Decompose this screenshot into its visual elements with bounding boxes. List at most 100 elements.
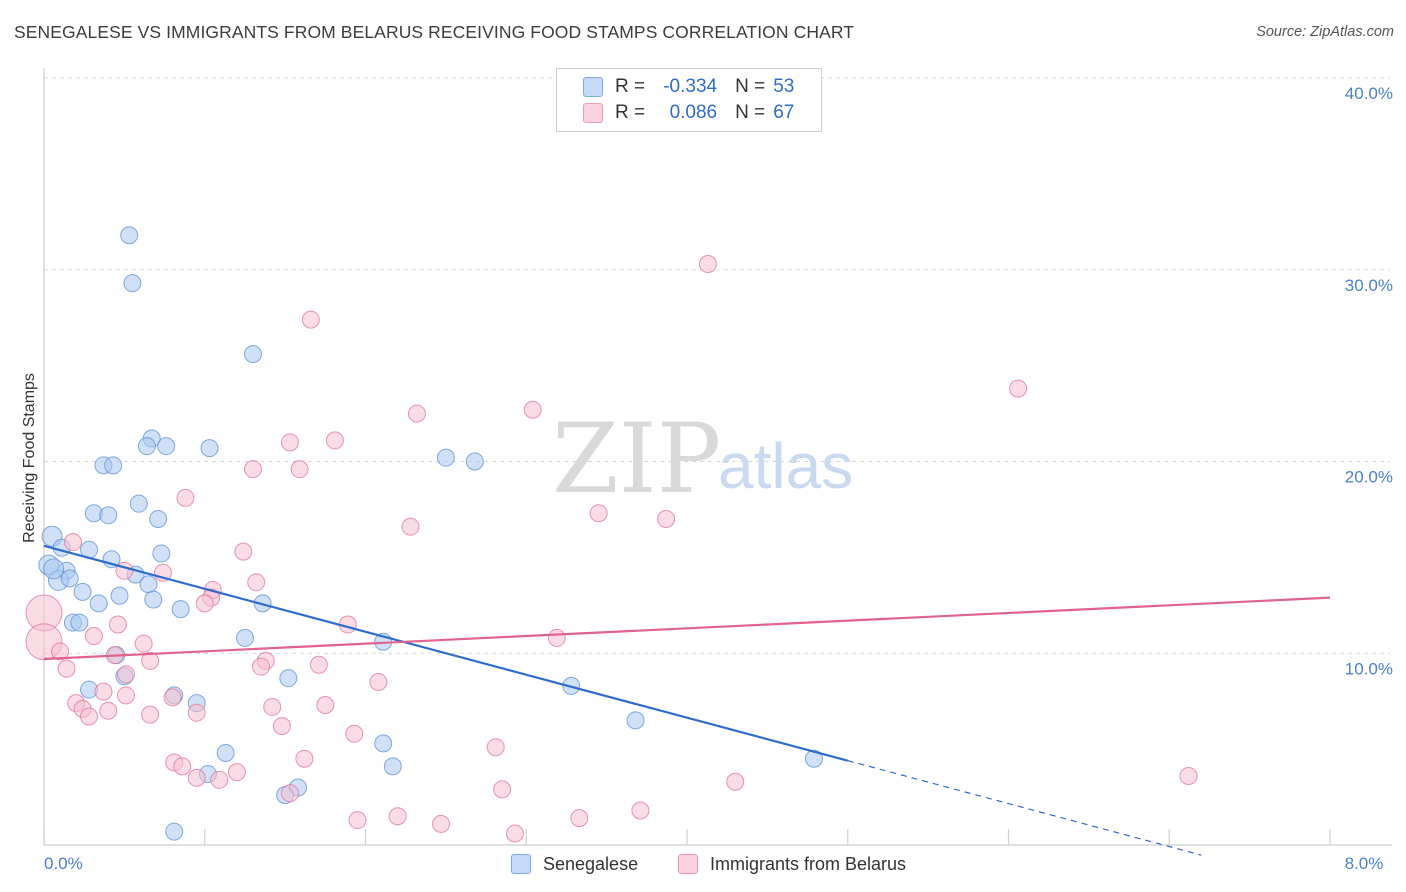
bottom-legend-senegalese: Senegalese: [511, 852, 638, 876]
chart-title: SENEGALESE VS IMMIGRANTS FROM BELARUS RE…: [14, 22, 855, 42]
point-senegalese: [149, 510, 168, 529]
y-axis-label: Receiving Food Stamps: [21, 373, 38, 543]
point-senegalese: [110, 586, 129, 605]
point-belarus: [173, 757, 192, 776]
point-belarus: [505, 824, 524, 843]
point-belarus: [547, 628, 566, 647]
legend-swatch-belarus: [583, 103, 603, 123]
point-belarus: [263, 697, 282, 716]
point-belarus: [325, 431, 344, 450]
point-belarus: [243, 460, 262, 479]
point-belarus: [234, 542, 253, 561]
point-senegalese: [165, 822, 184, 841]
data-points: [25, 226, 1198, 843]
point-belarus: [57, 659, 76, 678]
trend-line-senegalese-extension: [847, 760, 1202, 856]
point-belarus: [51, 642, 70, 661]
bottom-legend-swatch-belarus: [678, 854, 698, 874]
source-note: Source: ZipAtlas.com: [1256, 24, 1394, 40]
grid-lines: [44, 77, 1390, 654]
point-belarus: [252, 657, 271, 676]
point-belarus: [290, 460, 309, 479]
point-senegalese: [626, 711, 645, 730]
point-belarus: [316, 696, 335, 715]
x-tick-label: 0.0%: [44, 854, 83, 873]
y-tick-label: 30.0%: [1345, 276, 1393, 295]
point-belarus: [134, 634, 153, 653]
point-belarus: [348, 811, 367, 830]
correlation-legend: R = -0.334 N = 53 R = 0.086 N = 67: [556, 68, 822, 132]
point-senegalese: [804, 749, 823, 768]
watermark: ZIP atlas: [552, 403, 853, 515]
point-belarus: [345, 724, 364, 743]
legend-n-label: N =: [735, 76, 766, 97]
point-belarus: [227, 763, 246, 782]
point-senegalese: [171, 600, 190, 619]
point-senegalese: [152, 544, 171, 563]
point-senegalese: [43, 558, 65, 580]
point-senegalese: [137, 437, 156, 456]
point-belarus: [187, 703, 206, 722]
point-belarus: [280, 784, 299, 803]
point-belarus: [247, 573, 266, 592]
point-belarus: [301, 310, 320, 329]
point-senegalese: [89, 594, 108, 613]
point-senegalese: [73, 582, 92, 601]
point-belarus: [1179, 766, 1198, 785]
legend-row-belarus: R = 0.086 N = 67: [583, 100, 794, 126]
point-belarus: [631, 801, 650, 820]
point-belarus: [272, 717, 291, 736]
point-senegalese: [104, 456, 123, 475]
point-senegalese: [374, 734, 393, 753]
axis-labels: Receiving Food Stamps 10.0% 20.0% 30.0% 40.…: [21, 84, 1393, 873]
point-belarus: [141, 705, 160, 724]
point-belarus: [80, 707, 99, 726]
point-belarus: [108, 615, 127, 634]
bottom-legend-label-senegalese: Senegalese: [543, 853, 639, 874]
point-belarus: [726, 772, 745, 791]
point-belarus: [210, 770, 229, 789]
point-senegalese: [216, 743, 235, 762]
point-belarus: [116, 665, 135, 684]
x-tick-label: 8.0%: [1345, 854, 1384, 873]
point-senegalese: [436, 448, 455, 467]
watermark-zip: ZIP: [552, 403, 721, 515]
legend-swatch-senegalese: [583, 77, 603, 97]
point-belarus: [1009, 379, 1028, 398]
point-senegalese: [60, 569, 79, 588]
point-senegalese: [123, 274, 142, 293]
point-senegalese: [200, 439, 219, 458]
point-belarus: [493, 780, 512, 799]
y-tick-label: 10.0%: [1345, 659, 1393, 678]
point-senegalese: [99, 506, 118, 525]
point-senegalese: [120, 226, 139, 245]
point-belarus: [589, 504, 608, 523]
legend-r-value: 0.086: [669, 102, 718, 123]
point-senegalese: [279, 669, 298, 688]
point-belarus: [432, 814, 451, 833]
legend-r-label: R =: [615, 76, 646, 97]
point-senegalese: [144, 590, 163, 609]
point-belarus: [187, 768, 206, 787]
point-belarus: [698, 254, 717, 273]
bottom-legend-swatch-senegalese: [511, 854, 531, 874]
point-belarus: [657, 510, 676, 529]
legend-n-value: 67: [773, 102, 795, 123]
legend-r-value: -0.334: [663, 76, 718, 97]
point-belarus: [388, 807, 407, 826]
point-senegalese: [139, 575, 158, 594]
point-belarus: [486, 738, 505, 757]
point-belarus: [63, 533, 82, 552]
point-belarus: [163, 688, 182, 707]
trend-line-senegalese: [43, 544, 849, 762]
legend-n-value: 53: [773, 76, 795, 97]
trend-line-belarus: [43, 596, 1331, 661]
point-senegalese: [129, 494, 148, 513]
point-belarus: [195, 594, 214, 613]
y-tick-label: 20.0%: [1345, 468, 1393, 487]
point-senegalese: [465, 452, 484, 471]
watermark-atlas: atlas: [718, 430, 853, 502]
point-senegalese: [235, 628, 254, 647]
point-belarus: [116, 686, 135, 705]
